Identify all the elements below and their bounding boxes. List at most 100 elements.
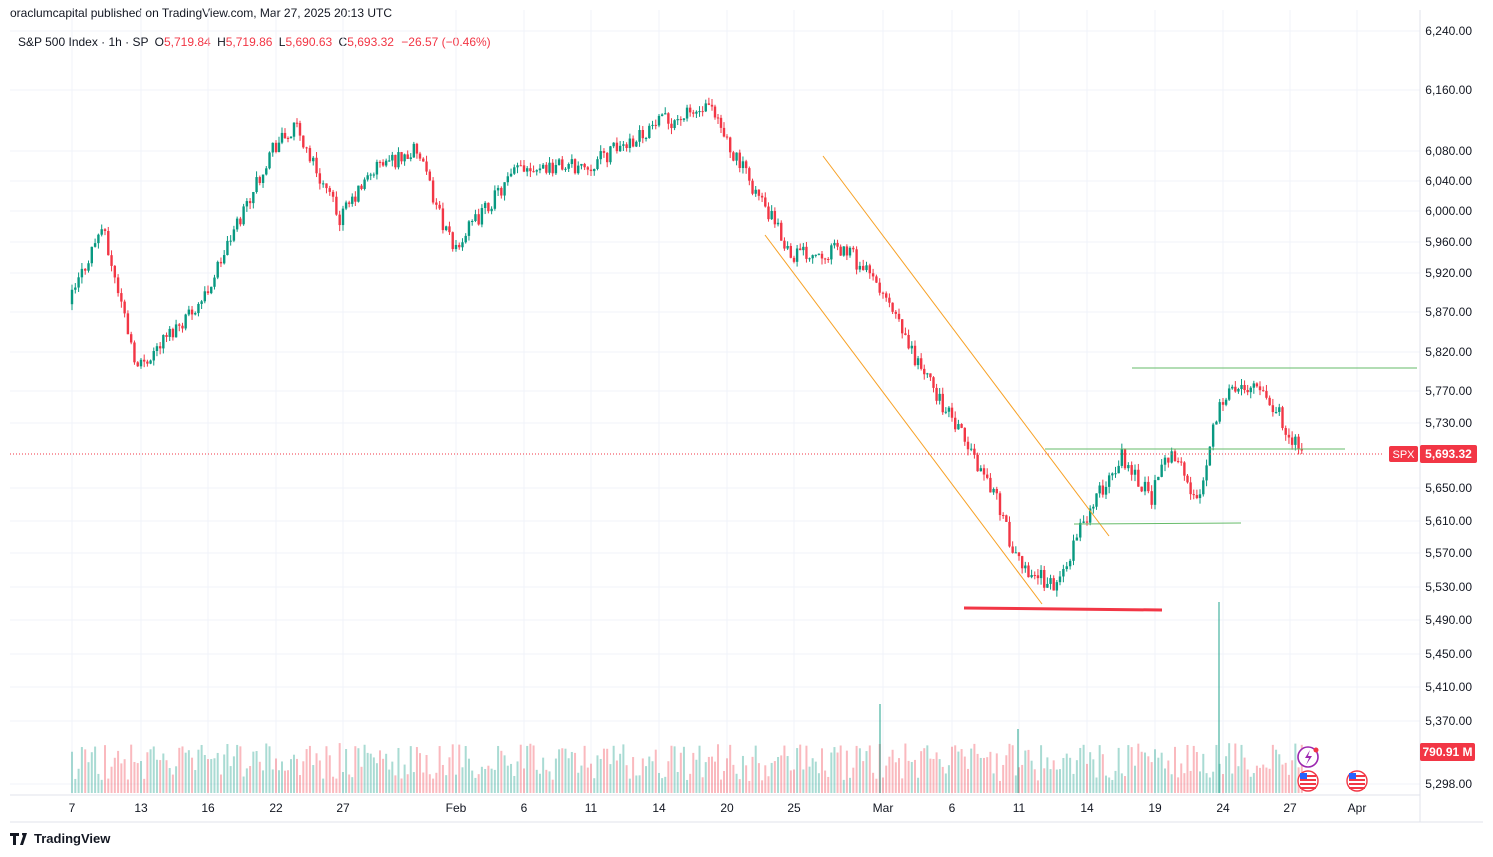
candle-body bbox=[679, 119, 683, 121]
candle-body bbox=[1065, 566, 1068, 570]
candle-body bbox=[744, 161, 748, 169]
volume-bar bbox=[474, 777, 477, 793]
candle-body bbox=[532, 171, 535, 173]
us-flag-icon[interactable] bbox=[1346, 770, 1368, 792]
candlesticks bbox=[70, 97, 1303, 597]
volume-bar bbox=[957, 751, 960, 793]
volume-bar bbox=[345, 749, 348, 793]
candle-body bbox=[1198, 494, 1202, 499]
candle-body bbox=[545, 164, 548, 173]
volume-bar bbox=[203, 754, 206, 793]
volume-bar bbox=[400, 778, 403, 793]
candle-body bbox=[369, 174, 372, 176]
candle-body bbox=[1143, 481, 1147, 492]
candle-body bbox=[789, 245, 793, 258]
volume-bar bbox=[992, 773, 995, 793]
volume-bar bbox=[1008, 743, 1011, 793]
candle-body bbox=[403, 154, 406, 162]
candle-body bbox=[454, 244, 458, 250]
volume-bar bbox=[619, 753, 622, 793]
volume-bar bbox=[1105, 775, 1107, 793]
time-axis[interactable]: 7 13 16 22 27 Feb 6 11 14 20 25 Mar 6 11 14 19 24 27 Apr bbox=[69, 801, 1367, 815]
volume-bar bbox=[757, 763, 760, 793]
volume-bar bbox=[542, 757, 545, 793]
candle-body bbox=[625, 144, 628, 149]
candle-body bbox=[289, 136, 293, 139]
volume-bar bbox=[898, 758, 900, 793]
volume-bar bbox=[1130, 747, 1133, 793]
candle-body bbox=[754, 189, 757, 194]
candle-body bbox=[165, 335, 168, 337]
candle-body bbox=[538, 168, 542, 171]
volume-bar bbox=[641, 758, 644, 793]
volume-bar bbox=[1218, 763, 1221, 793]
candle-body bbox=[1258, 386, 1262, 391]
volume-bar bbox=[628, 778, 631, 793]
volume-bar bbox=[290, 759, 292, 793]
volume-bar bbox=[382, 758, 385, 793]
candle-body bbox=[1287, 434, 1291, 438]
candle-body bbox=[274, 142, 278, 153]
volume-bar bbox=[284, 770, 286, 793]
candle-body bbox=[1140, 486, 1143, 492]
volume-bar bbox=[342, 772, 344, 793]
candle-body bbox=[522, 165, 526, 172]
candle-body bbox=[525, 168, 529, 172]
change-value: −26.57 (−0.46%) bbox=[401, 35, 491, 49]
volume-bar bbox=[989, 751, 992, 793]
lightning-icon[interactable] bbox=[1297, 746, 1319, 768]
volume-bar bbox=[1040, 745, 1043, 793]
candle-body bbox=[1205, 465, 1208, 481]
volume-bar bbox=[849, 777, 851, 793]
volume-bar bbox=[1114, 770, 1117, 793]
candle-body bbox=[77, 277, 80, 288]
volume-bar bbox=[1036, 780, 1039, 793]
time-tick-label: 6 bbox=[521, 801, 528, 815]
candle-body bbox=[913, 345, 917, 366]
volume-bar bbox=[938, 759, 941, 793]
candle-body bbox=[664, 113, 667, 115]
volume-bar bbox=[1189, 770, 1192, 793]
candle-body bbox=[487, 202, 490, 212]
candle-body bbox=[302, 135, 305, 148]
volume-bar bbox=[372, 757, 375, 793]
price-axis[interactable]: 6,240.00 6,160.00 6,080.00 6,040.00 6,000.00… bbox=[1425, 24, 1472, 791]
volume-bar bbox=[858, 748, 861, 793]
candle-body bbox=[305, 147, 308, 149]
candle-body bbox=[554, 164, 558, 174]
price-tick-label: 6,080.00 bbox=[1425, 144, 1472, 158]
volume-bar bbox=[168, 768, 171, 793]
volume-bar bbox=[1033, 769, 1036, 793]
volume-bar bbox=[695, 759, 698, 793]
volume-bar bbox=[814, 761, 817, 793]
volume-bar bbox=[1225, 756, 1228, 793]
volume-bar bbox=[947, 765, 950, 793]
open-label: O bbox=[154, 35, 164, 49]
candle-body bbox=[335, 196, 338, 215]
candle-body bbox=[341, 208, 345, 226]
volume-bar bbox=[583, 745, 586, 793]
volume-bar bbox=[245, 768, 248, 793]
volume-bar bbox=[123, 759, 126, 793]
candle-body bbox=[474, 214, 477, 221]
volume-bar bbox=[366, 752, 369, 793]
price-tag-value: 5,693.32 bbox=[1425, 447, 1472, 461]
volume-bar bbox=[701, 777, 704, 793]
volume-bar bbox=[780, 755, 783, 793]
candle-body bbox=[1123, 448, 1127, 469]
candle-body bbox=[932, 377, 935, 388]
candle-body bbox=[149, 360, 152, 364]
tradingview-logo[interactable]: TradingView bbox=[10, 831, 110, 846]
candle-body bbox=[998, 493, 1002, 516]
volume-bar bbox=[686, 779, 689, 793]
volume-bar bbox=[397, 747, 400, 793]
candle-body bbox=[786, 245, 789, 249]
us-flag-icon[interactable] bbox=[1297, 770, 1319, 792]
candle-body bbox=[599, 151, 602, 160]
candle-body bbox=[513, 167, 516, 174]
volume-bar bbox=[960, 749, 963, 793]
candle-body bbox=[1130, 465, 1133, 475]
volume-bar bbox=[287, 770, 289, 793]
volume-bar bbox=[232, 756, 235, 793]
